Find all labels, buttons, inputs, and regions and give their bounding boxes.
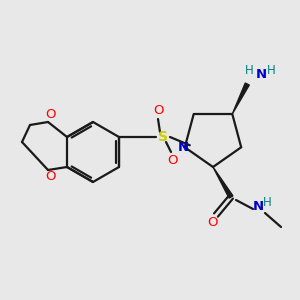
Text: N: N (252, 200, 264, 214)
Text: O: O (46, 170, 56, 184)
Text: O: O (46, 109, 56, 122)
Polygon shape (213, 167, 233, 198)
Text: H: H (245, 64, 254, 76)
Text: O: O (208, 217, 218, 230)
Text: O: O (153, 103, 163, 116)
Text: S: S (158, 130, 168, 144)
Text: O: O (167, 154, 177, 167)
Polygon shape (232, 83, 249, 114)
Text: H: H (267, 64, 276, 76)
Text: N: N (256, 68, 267, 80)
Text: N: N (178, 141, 189, 154)
Text: H: H (262, 196, 272, 209)
